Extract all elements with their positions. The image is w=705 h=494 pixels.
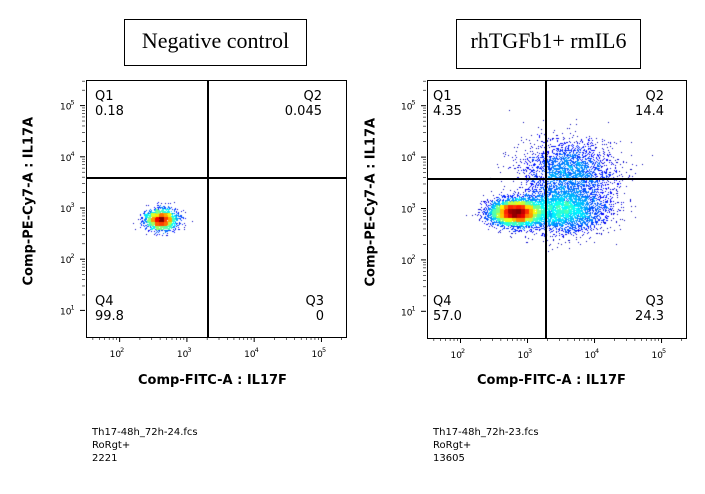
quadrant-q3-name: Q3 xyxy=(645,294,664,309)
panel-title-box: rhTGFb1+ rmIL6 xyxy=(456,19,641,69)
x-tick-exponent: 4 xyxy=(255,346,259,354)
quadrant-q3-percent: 0 xyxy=(315,309,324,324)
x-tick-label: 10 xyxy=(518,351,530,361)
x-tick-label: 10 xyxy=(177,350,189,360)
y-tick-exponent: 5 xyxy=(71,99,75,107)
sample-gate-name: RoRgt+ xyxy=(92,440,131,451)
y-tick-exponent: 4 xyxy=(71,150,75,158)
quadrant-q1-name: Q1 xyxy=(95,89,114,104)
quadrant-q2-percent: 14.4 xyxy=(635,104,664,119)
y-tick-label: 10 xyxy=(401,154,413,164)
quadrant-label-q1: Q1 0.18 xyxy=(95,89,124,119)
quadrant-label-q1: Q1 4.35 xyxy=(433,89,462,119)
y-tick-exponent: 5 xyxy=(412,99,416,107)
sample-gate-name: RoRgt+ xyxy=(433,440,472,451)
y-axis-label: Comp-PE-Cy7-A : IL17A xyxy=(21,116,37,286)
y-tick-exponent: 1 xyxy=(71,303,75,311)
quadrant-label-q2: Q2 14.4 xyxy=(635,89,664,119)
x-axis-label: Comp-FITC-A : IL17F xyxy=(138,373,287,388)
dot-plot-area: Q1 4.35 Q2 14.4 Q4 57.0 Q3 24.3 xyxy=(427,80,687,339)
quadrant-q2-name: Q2 xyxy=(645,89,664,104)
x-tick-exponent: 4 xyxy=(595,347,599,355)
quadrant-q1-percent: 0.18 xyxy=(95,104,124,119)
x-tick-label: 10 xyxy=(110,350,122,360)
sample-file-name: Th17-48h_72h-23.fcs xyxy=(433,427,539,438)
quadrant-q2-name: Q2 xyxy=(303,89,322,104)
quadrant-gate-vertical[interactable] xyxy=(207,81,210,337)
x-tick-label: 10 xyxy=(652,351,664,361)
quadrant-label-q3: Q3 0 xyxy=(305,294,324,324)
x-tick-label: 10 xyxy=(244,350,256,360)
sample-event-count: 2221 xyxy=(92,453,118,464)
y-tick-label: 10 xyxy=(60,205,72,215)
y-tick-exponent: 2 xyxy=(71,252,75,260)
quadrant-q3-name: Q3 xyxy=(305,294,324,309)
quadrant-label-q4: Q4 99.8 xyxy=(95,294,124,324)
sample-info: Th17-48h_72h-24.fcs RoRgt+ 2221 xyxy=(92,426,198,465)
x-tick-label: 10 xyxy=(311,350,323,360)
x-tick-exponent: 2 xyxy=(120,346,124,354)
panel-title-box: Negative control xyxy=(124,19,307,66)
y-tick-label: 10 xyxy=(401,206,413,216)
quadrant-q3-percent: 24.3 xyxy=(635,309,664,324)
y-tick-exponent: 4 xyxy=(412,150,416,158)
y-tick-label: 10 xyxy=(60,307,72,317)
x-tick-exponent: 3 xyxy=(187,346,191,354)
y-tick-exponent: 1 xyxy=(412,304,416,312)
event-density-dots xyxy=(428,81,686,338)
quadrant-gate-horizontal[interactable] xyxy=(428,177,686,180)
panel-title: Negative control xyxy=(141,28,290,53)
quadrant-label-q3: Q3 24.3 xyxy=(635,294,664,324)
x-axis-label: Comp-FITC-A : IL17F xyxy=(477,373,626,388)
quadrant-label-q4: Q4 57.0 xyxy=(433,294,462,324)
y-tick-label: 10 xyxy=(401,103,413,113)
y-tick-exponent: 3 xyxy=(412,202,416,210)
x-tick-exponent: 3 xyxy=(528,347,532,355)
sample-event-count: 13605 xyxy=(433,453,465,464)
y-tick-label: 10 xyxy=(60,256,72,266)
quadrant-q2-percent: 0.045 xyxy=(284,104,322,119)
y-axis-label: Comp-PE-Cy7-A : IL17A xyxy=(363,117,379,287)
y-tick-label: 10 xyxy=(401,257,413,267)
y-tick-exponent: 3 xyxy=(71,201,75,209)
quadrant-q4-name: Q4 xyxy=(433,294,452,309)
axis-ticks: 10 2 10 3 10 4 10 510 110 210 310 410 5 xyxy=(401,80,683,361)
y-tick-label: 10 xyxy=(60,154,72,164)
x-tick-exponent: 5 xyxy=(662,347,666,355)
quadrant-q4-name: Q4 xyxy=(95,294,114,309)
event-density-dots xyxy=(87,81,346,337)
quadrant-gate-horizontal[interactable] xyxy=(87,177,346,180)
axis-ticks: 10 2 10 3 10 4 10 510 110 210 310 410 5 xyxy=(60,80,343,360)
sample-info: Th17-48h_72h-23.fcs RoRgt+ 13605 xyxy=(433,426,539,465)
x-tick-label: 10 xyxy=(585,351,597,361)
y-tick-label: 10 xyxy=(60,103,72,113)
quadrant-gate-vertical[interactable] xyxy=(544,81,547,338)
facs-panel-negative-control: Negative control Q1 0.18 Q2 0.045 Q4 99.… xyxy=(0,0,352,494)
quadrant-q4-percent: 99.8 xyxy=(95,309,124,324)
panel-title: rhTGFb1+ rmIL6 xyxy=(470,28,627,53)
sample-file-name: Th17-48h_72h-24.fcs xyxy=(92,427,198,438)
dot-plot-area: Q1 0.18 Q2 0.045 Q4 99.8 Q3 0 xyxy=(86,80,347,338)
x-tick-exponent: 5 xyxy=(322,346,326,354)
facs-panel-rhtgfb1-rmil6: rhTGFb1+ rmIL6 Q1 4.35 Q2 14.4 Q4 57.0 Q… xyxy=(352,0,705,494)
x-tick-label: 10 xyxy=(451,351,463,361)
quadrant-q4-percent: 57.0 xyxy=(433,309,462,324)
y-tick-exponent: 2 xyxy=(412,253,416,261)
quadrant-q1-name: Q1 xyxy=(433,89,452,104)
quadrant-label-q2: Q2 0.045 xyxy=(285,89,322,119)
y-tick-label: 10 xyxy=(401,308,413,318)
quadrant-q1-percent: 4.35 xyxy=(433,104,462,119)
x-tick-exponent: 2 xyxy=(461,347,465,355)
